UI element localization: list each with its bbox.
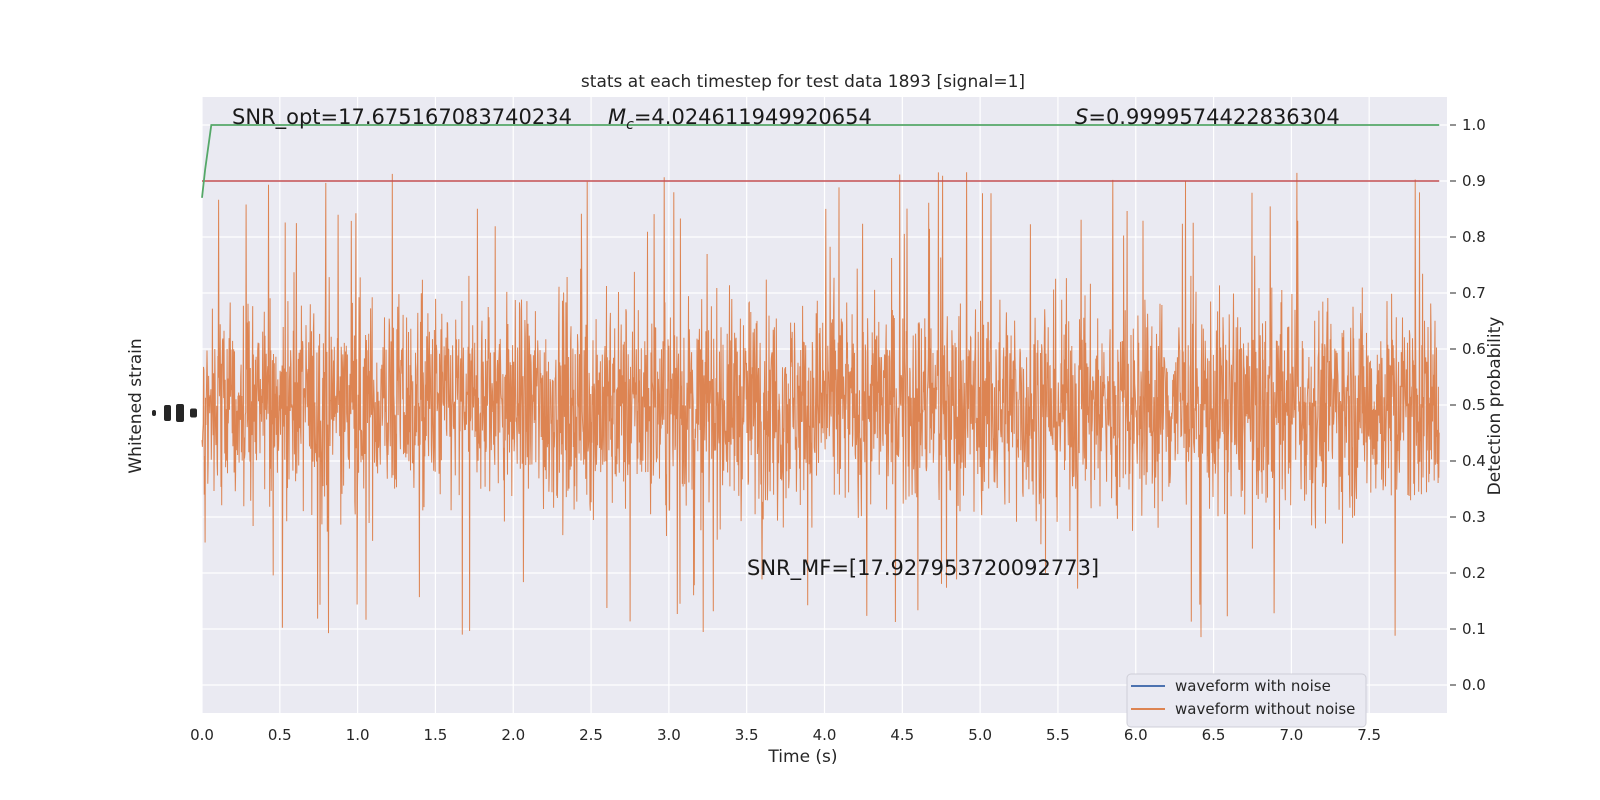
ticks: 0.0 0.5 1.0 1.5 2.0 2.5 3.0 3.5 4.0 4.5 5.0 5.5 6.0 6…	[152, 116, 1486, 744]
annotation-s: S=0.9999574422836304	[1075, 105, 1340, 129]
x-tick-label: 1.0	[346, 726, 370, 744]
chart-title: stats at each timestep for test data 189…	[581, 72, 1025, 92]
x-tick-label: 5.0	[968, 726, 992, 744]
legend-label-with-noise: waveform with noise	[1175, 677, 1331, 695]
y-tick-label-right: 0.2	[1462, 564, 1486, 582]
annotation-snr-opt: SNR_opt=17.675167083740234	[232, 105, 572, 130]
x-tick-label: 2.5	[579, 726, 603, 744]
x-tick-label: 6.0	[1124, 726, 1148, 744]
series-detection-probability	[201, 124, 1440, 198]
y-tick-label-right: 0.1	[1462, 620, 1486, 638]
plot-area	[201, 97, 1447, 713]
annotation-snr-mf: SNR_MF=[17.927953720092773]	[747, 556, 1099, 581]
x-tick-label: 2.0	[501, 726, 525, 744]
x-tick-label: 6.5	[1202, 726, 1226, 744]
left-tick-clutter	[152, 410, 156, 416]
x-tick-label: 7.5	[1357, 726, 1381, 744]
series-waveform-without-noise	[201, 172, 1440, 638]
mc-subscript: c	[626, 117, 634, 133]
y-tick-label-right: 0.0	[1462, 676, 1486, 694]
x-axis-label: Time (s)	[767, 747, 837, 767]
y-tick-label-right: 0.7	[1462, 284, 1486, 302]
y-tick-label-right: 0.3	[1462, 508, 1486, 526]
x-tick-label: 3.5	[735, 726, 759, 744]
y-tick-label-right: 0.9	[1462, 172, 1486, 190]
x-tick-label: 3.0	[657, 726, 681, 744]
y-axis-label-right: Detection probability	[1485, 317, 1505, 496]
x-tick-label: 1.5	[424, 726, 448, 744]
s-symbol: S	[1075, 105, 1088, 129]
annotation-mc: Mc=4.024611949920654	[608, 105, 872, 133]
x-tick-label: 7.0	[1279, 726, 1303, 744]
y-tick-label-right: 0.4	[1462, 452, 1486, 470]
legend: waveform with noise waveform without noi…	[1126, 673, 1367, 728]
mc-symbol: M	[608, 105, 626, 129]
y-tick-label-right: 1.0	[1462, 116, 1486, 134]
y-tick-label-right: 0.6	[1462, 340, 1486, 358]
left-tick-clutter	[190, 408, 197, 418]
s-value: =0.9999574422836304	[1088, 105, 1339, 129]
x-tick-label: 0.5	[268, 726, 292, 744]
y-tick-label-right: 0.5	[1462, 396, 1486, 414]
x-tick-label: 4.5	[890, 726, 914, 744]
y-axis-label-left: Whitened strain	[126, 338, 146, 473]
mc-value: =4.024611949920654	[634, 105, 872, 129]
legend-label-without-noise: waveform without noise	[1175, 700, 1355, 718]
x-tick-label: 4.0	[813, 726, 837, 744]
y-tick-label-right: 0.8	[1462, 228, 1486, 246]
left-tick-clutter	[176, 404, 184, 422]
legend-box	[1126, 673, 1367, 728]
x-tick-label: 5.5	[1046, 726, 1070, 744]
x-tick-label: 0.0	[190, 726, 214, 744]
left-tick-clutter	[164, 405, 171, 421]
